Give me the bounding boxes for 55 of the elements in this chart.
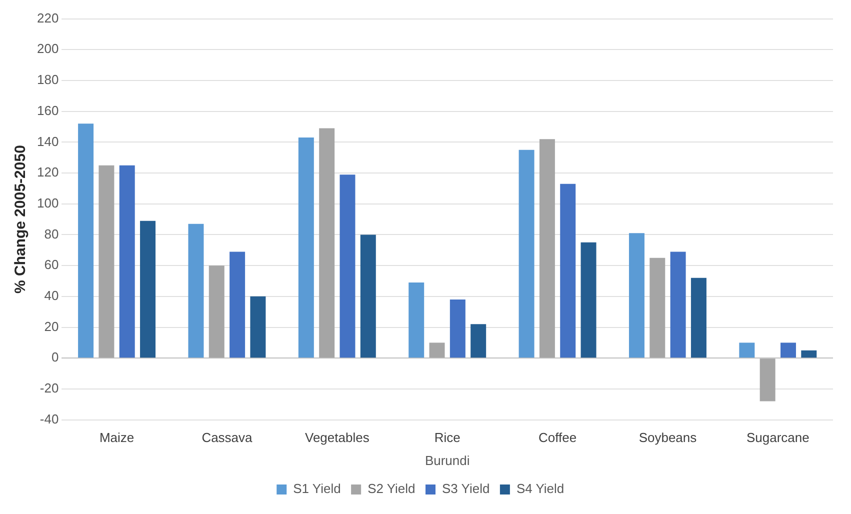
y-tick-label: 60 (44, 257, 59, 272)
y-tick-label: 80 (44, 226, 59, 242)
bar (119, 165, 135, 358)
x-tick-label: Sugarcane (746, 430, 810, 446)
bar (340, 174, 356, 358)
y-tick-label: -20 (40, 380, 59, 396)
x-tick-label: Rice (434, 430, 460, 446)
bar (450, 300, 466, 358)
y-tick-label: 120 (36, 164, 59, 180)
bar (628, 233, 644, 358)
x-tick-label: Soybeans (638, 430, 698, 446)
y-tick-label: 220 (36, 10, 59, 26)
bar (208, 266, 224, 358)
y-tick-label: 180 (36, 72, 59, 88)
bar (250, 296, 266, 358)
bar (408, 282, 424, 358)
bar (670, 252, 686, 358)
bar (518, 150, 534, 358)
legend-label: S4 Yield (516, 481, 564, 496)
bar (780, 342, 796, 358)
bar (98, 165, 114, 358)
bar (739, 342, 755, 358)
legend-label: S1 Yield (293, 481, 341, 496)
bar (140, 220, 156, 358)
legend-label: S3 Yield (442, 481, 490, 496)
x-tick-label: Vegetables (304, 430, 370, 446)
bar (690, 278, 706, 358)
y-tick-label: 100 (36, 195, 59, 210)
x-tick-label: Maize (99, 430, 134, 446)
bar (539, 139, 555, 358)
y-tick-label: 20 (44, 318, 59, 334)
x-axis-title: Burundi (424, 452, 470, 468)
bar (230, 252, 246, 358)
y-tick-label: 0 (51, 350, 59, 365)
y-tick-label: 200 (36, 41, 59, 56)
bar (319, 128, 335, 358)
bar (650, 258, 666, 358)
bar (78, 124, 94, 358)
y-tick-label: 160 (36, 102, 59, 118)
x-tick-label: Cassava (202, 430, 254, 446)
bar (429, 342, 445, 358)
y-tick-label: -40 (40, 411, 59, 426)
bar (560, 184, 576, 358)
y-tick-label: 40 (44, 288, 59, 303)
bar (188, 224, 204, 358)
legend-label: S2 Yield (368, 481, 416, 496)
bar (298, 138, 314, 358)
y-axis-title: % Change 2005-2050 (12, 145, 30, 294)
x-tick-label: Coffee (538, 430, 577, 446)
bar (360, 234, 376, 358)
bar (760, 358, 776, 402)
bar (470, 324, 486, 358)
bar (580, 242, 596, 358)
y-tick-label: 140 (36, 134, 59, 149)
bar (801, 350, 817, 358)
